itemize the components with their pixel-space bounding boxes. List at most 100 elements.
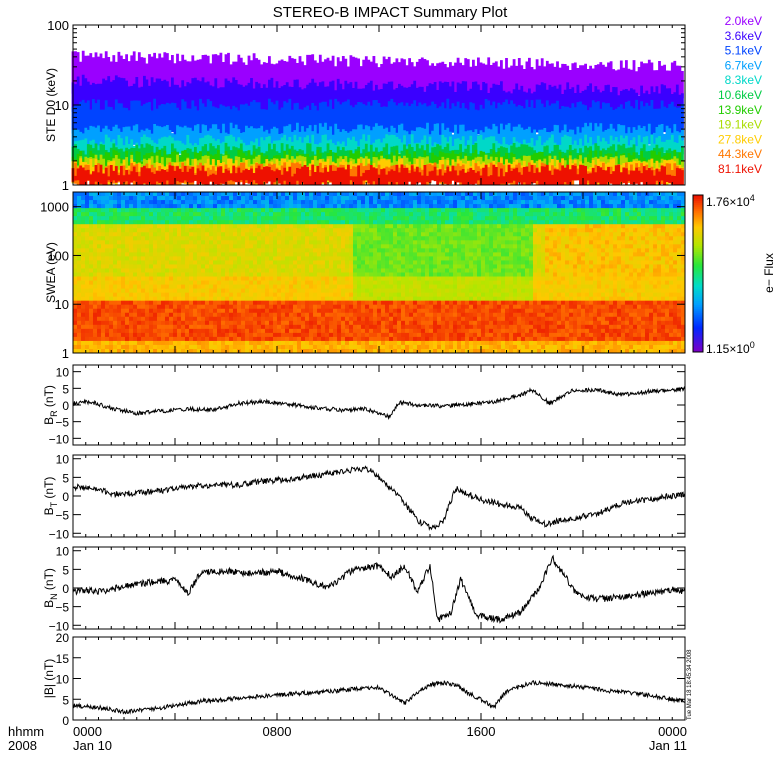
heatmap-cell — [169, 256, 174, 261]
heatmap-cell — [237, 292, 242, 298]
heatmap-cell — [125, 204, 130, 209]
heatmap-cell — [341, 228, 346, 233]
heatmap-cell — [257, 212, 262, 217]
heatmap-cell — [457, 348, 462, 354]
heatmap-cell — [193, 280, 198, 285]
heatmap-cell — [473, 280, 478, 285]
heatmap-cell — [245, 332, 250, 338]
heatmap-cell — [513, 296, 518, 302]
heatmap-cell — [525, 260, 530, 265]
heatmap-cell — [141, 284, 146, 289]
heatmap-cell — [413, 316, 418, 322]
heatmap-cell — [285, 336, 290, 342]
heatmap-cell — [181, 260, 186, 265]
heatmap-cell — [437, 348, 442, 354]
heatmap-cell — [129, 344, 134, 350]
heatmap-cell — [97, 296, 102, 302]
heatmap-cell — [309, 252, 314, 257]
heatmap-cell — [533, 212, 538, 217]
heatmap-cell — [369, 332, 374, 338]
heatmap-cell — [229, 240, 234, 245]
heatmap-cell — [105, 312, 110, 318]
heatmap-cell — [125, 244, 130, 249]
heatmap-cell — [169, 240, 174, 245]
heatmap-cell — [429, 344, 434, 350]
heatmap-cell — [457, 240, 462, 245]
heatmap-cell — [225, 320, 230, 326]
heatmap-cell — [529, 260, 534, 265]
heatmap-cell — [105, 316, 110, 322]
heatmap-cell — [457, 216, 462, 221]
heatmap-cell — [489, 300, 494, 306]
heatmap-cell — [109, 292, 114, 298]
heatmap-cell — [501, 264, 506, 269]
heatmap-cell — [525, 284, 530, 289]
heatmap-cell — [169, 304, 174, 310]
heatmap-cell — [461, 224, 466, 229]
heatmap-cell — [245, 196, 250, 201]
heatmap-cell — [373, 280, 378, 285]
heatmap-cell — [553, 268, 558, 273]
heatmap-cell — [385, 300, 390, 306]
heatmap-cell — [289, 324, 294, 330]
heatmap-cell — [85, 240, 90, 245]
heatmap-cell — [321, 272, 326, 277]
heatmap-cell — [365, 328, 370, 334]
heatmap-cell — [433, 344, 438, 350]
heatmap-cell — [381, 260, 386, 265]
heatmap-cell — [445, 280, 450, 285]
heatmap-cell — [193, 192, 198, 197]
heatmap-cell — [273, 200, 278, 205]
heatmap-cell — [377, 336, 382, 342]
heatmap-cell — [197, 272, 202, 277]
heatmap-cell — [373, 268, 378, 273]
heatmap-cell — [93, 192, 98, 197]
heatmap-cell — [533, 292, 538, 298]
heatmap-cell — [489, 244, 494, 249]
heatmap-cell — [513, 192, 518, 197]
heatmap-cell — [501, 260, 506, 265]
heatmap-cell — [109, 248, 114, 253]
heatmap-cell — [149, 300, 154, 306]
heatmap-cell — [101, 344, 106, 350]
heatmap-cell — [341, 216, 346, 221]
heatmap-cell — [209, 252, 214, 257]
heatmap-cell — [189, 264, 194, 269]
heatmap-cell — [221, 228, 226, 233]
heatmap-cell — [301, 220, 306, 225]
heatmap-cell — [97, 344, 102, 350]
heatmap-cell — [369, 308, 374, 314]
heatmap-cell — [209, 208, 214, 213]
heatmap-cell — [105, 304, 110, 310]
heatmap-cell — [477, 304, 482, 310]
heatmap-cell — [149, 212, 154, 217]
heatmap-cell — [377, 200, 382, 205]
heatmap-cell — [421, 284, 426, 289]
heatmap-cell — [301, 300, 306, 306]
heatmap-cell — [385, 304, 390, 310]
heatmap-cell — [161, 280, 166, 285]
heatmap-cell — [473, 308, 478, 314]
heatmap-cell — [161, 196, 166, 201]
heatmap-cell — [533, 284, 538, 289]
heatmap-cell — [389, 268, 394, 273]
heatmap-cell — [477, 316, 482, 322]
heatmap-cell — [109, 204, 114, 209]
heatmap-cell — [237, 328, 242, 334]
heatmap-cell — [489, 272, 494, 277]
heatmap-cell — [165, 220, 170, 225]
heatmap-cell — [101, 220, 106, 225]
heatmap-cell — [513, 312, 518, 318]
heatmap-cell — [421, 328, 426, 334]
heatmap-cell — [117, 284, 122, 289]
heatmap-cell — [213, 260, 218, 265]
heatmap-cell — [341, 220, 346, 225]
heatmap-cell — [237, 224, 242, 229]
heatmap-cell — [369, 284, 374, 289]
heatmap-cell — [321, 292, 326, 298]
heatmap-cell — [421, 252, 426, 257]
heatmap-cell — [445, 232, 450, 237]
heatmap-cell — [89, 192, 94, 197]
heatmap-cell — [329, 284, 334, 289]
heatmap-cell — [425, 308, 430, 314]
